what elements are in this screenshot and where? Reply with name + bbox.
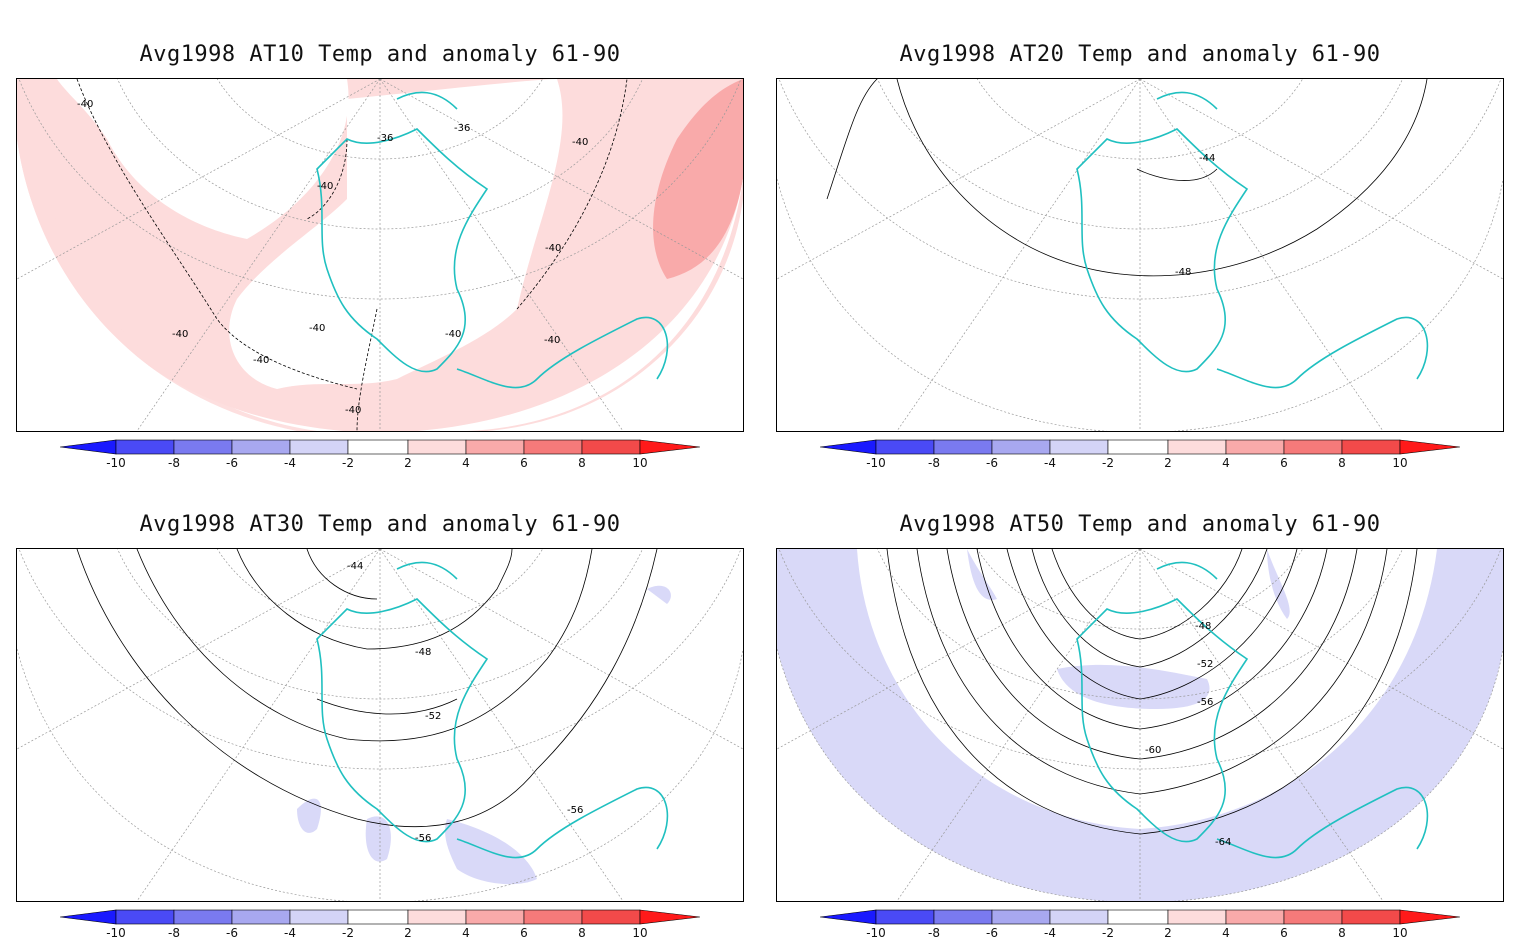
- colorbar-tick: -4: [1044, 926, 1056, 940]
- colorbar-tick: -8: [168, 926, 180, 940]
- map-at20: -44 -48: [777, 79, 1503, 431]
- colorbar-tick: -2: [342, 926, 354, 940]
- colorbar-tick: -4: [1044, 456, 1056, 470]
- colorbar-tick: -2: [1102, 926, 1114, 940]
- map-frame: -48 -52 -56 -60 -64: [776, 548, 1504, 902]
- map-at10: -40 -36 -36 -40 -40 -40 -40 -40 -40 -40 …: [17, 79, 743, 431]
- colorbar-tick: 2: [404, 456, 412, 470]
- colorbar-tick: 8: [578, 926, 586, 940]
- contour-label: -40: [545, 243, 561, 254]
- colorbar-tick: 4: [1222, 456, 1230, 470]
- colorbar-tick: 4: [1222, 926, 1230, 940]
- map-at30: -44 -48 -52 -56 -56: [17, 549, 743, 901]
- contour-label: -56: [567, 805, 583, 816]
- colorbar-tick: -10: [106, 456, 126, 470]
- contour-label: -56: [1197, 697, 1213, 708]
- contour-label: -40: [572, 137, 588, 148]
- colorbar-tick: 6: [520, 456, 528, 470]
- colorbar-tick: -10: [866, 926, 886, 940]
- panel-title: Avg1998 AT20 Temp and anomaly 61-90: [899, 42, 1381, 67]
- colorbar: -10 -8 -6 -4 -2 2 4 6 8 10: [60, 439, 700, 470]
- colorbar-tick: 10: [632, 926, 647, 940]
- colorbar-tick: 2: [404, 926, 412, 940]
- contour-label: -40: [77, 99, 93, 110]
- contour-label: -44: [1199, 153, 1215, 164]
- contour-label: -64: [1215, 837, 1231, 848]
- panel-title: Avg1998 AT30 Temp and anomaly 61-90: [139, 512, 621, 537]
- colorbar-tick: -10: [106, 926, 126, 940]
- panel-title: Avg1998 AT50 Temp and anomaly 61-90: [899, 512, 1381, 537]
- contour-label: -40: [544, 335, 560, 346]
- colorbar-tick: -4: [284, 456, 296, 470]
- panel-at20: Avg1998 AT20 Temp and anomaly 61-90: [760, 0, 1520, 470]
- colorbar-tick: 6: [520, 926, 528, 940]
- map-frame: -40 -36 -36 -40 -40 -40 -40 -40 -40 -40 …: [16, 78, 744, 432]
- colorbar-tick: 8: [578, 456, 586, 470]
- contour-label: -40: [345, 405, 361, 416]
- colorbar-tick: -6: [226, 456, 238, 470]
- colorbar-tick: 10: [632, 456, 647, 470]
- colorbar-tick: -8: [928, 456, 940, 470]
- colorbar-tick: -10: [866, 456, 886, 470]
- contour-label: -36: [377, 133, 393, 144]
- colorbar-tick: 4: [462, 456, 470, 470]
- contour-label: -48: [415, 647, 431, 658]
- colorbar: -10 -8 -6 -4 -2 2 4 6 8 10: [820, 439, 1460, 470]
- colorbar-tick: 2: [1164, 456, 1172, 470]
- contour-label: -48: [1175, 267, 1191, 278]
- contour-label: -40: [172, 329, 188, 340]
- colorbar-tick: -2: [342, 456, 354, 470]
- colorbar-tick: 10: [1392, 456, 1407, 470]
- contour-label: -40: [445, 329, 461, 340]
- panel-title: Avg1998 AT10 Temp and anomaly 61-90: [139, 42, 621, 67]
- colorbar-tick: -6: [986, 456, 998, 470]
- contour-label: -60: [1145, 745, 1161, 756]
- contour-label: -56: [415, 833, 431, 844]
- colorbar-tick: 6: [1280, 926, 1288, 940]
- colorbar-tick: 4: [462, 926, 470, 940]
- contour-label: -36: [454, 123, 470, 134]
- colorbar-tick: 8: [1338, 456, 1346, 470]
- contour-label: -52: [1197, 659, 1213, 670]
- colorbar-tick: -6: [226, 926, 238, 940]
- colorbar-tick: -4: [284, 926, 296, 940]
- colorbar-tick: -6: [986, 926, 998, 940]
- contour-label: -48: [1195, 621, 1211, 632]
- panel-at30: Avg1998 AT30 Temp and anomaly 61-90: [0, 470, 760, 940]
- contour-label: -40: [253, 355, 269, 366]
- contour-label: -52: [425, 711, 441, 722]
- colorbar-tick: 8: [1338, 926, 1346, 940]
- colorbar-tick: 6: [1280, 456, 1288, 470]
- colorbar-tick: -8: [928, 926, 940, 940]
- panel-at50: Avg1998 AT50 Temp and anomaly 61-90: [760, 470, 1520, 940]
- contour-label: -40: [317, 181, 333, 192]
- contour-label: -44: [347, 561, 363, 572]
- map-frame: -44 -48: [776, 78, 1504, 432]
- contour-label: -40: [309, 323, 325, 334]
- colorbar: -10 -8 -6 -4 -2 2 4 6 8 10: [820, 909, 1460, 940]
- colorbar-tick: -8: [168, 456, 180, 470]
- colorbar: -10 -8 -6 -4 -2 2 4 6 8 10: [60, 909, 700, 940]
- map-at50: -48 -52 -56 -60 -64: [777, 549, 1503, 901]
- colorbar-tick: 10: [1392, 926, 1407, 940]
- colorbar-tick: -2: [1102, 456, 1114, 470]
- map-frame: -44 -48 -52 -56 -56: [16, 548, 744, 902]
- panel-at10: Avg1998 AT10 Temp and anomaly 61-90: [0, 0, 760, 470]
- colorbar-tick: 2: [1164, 926, 1172, 940]
